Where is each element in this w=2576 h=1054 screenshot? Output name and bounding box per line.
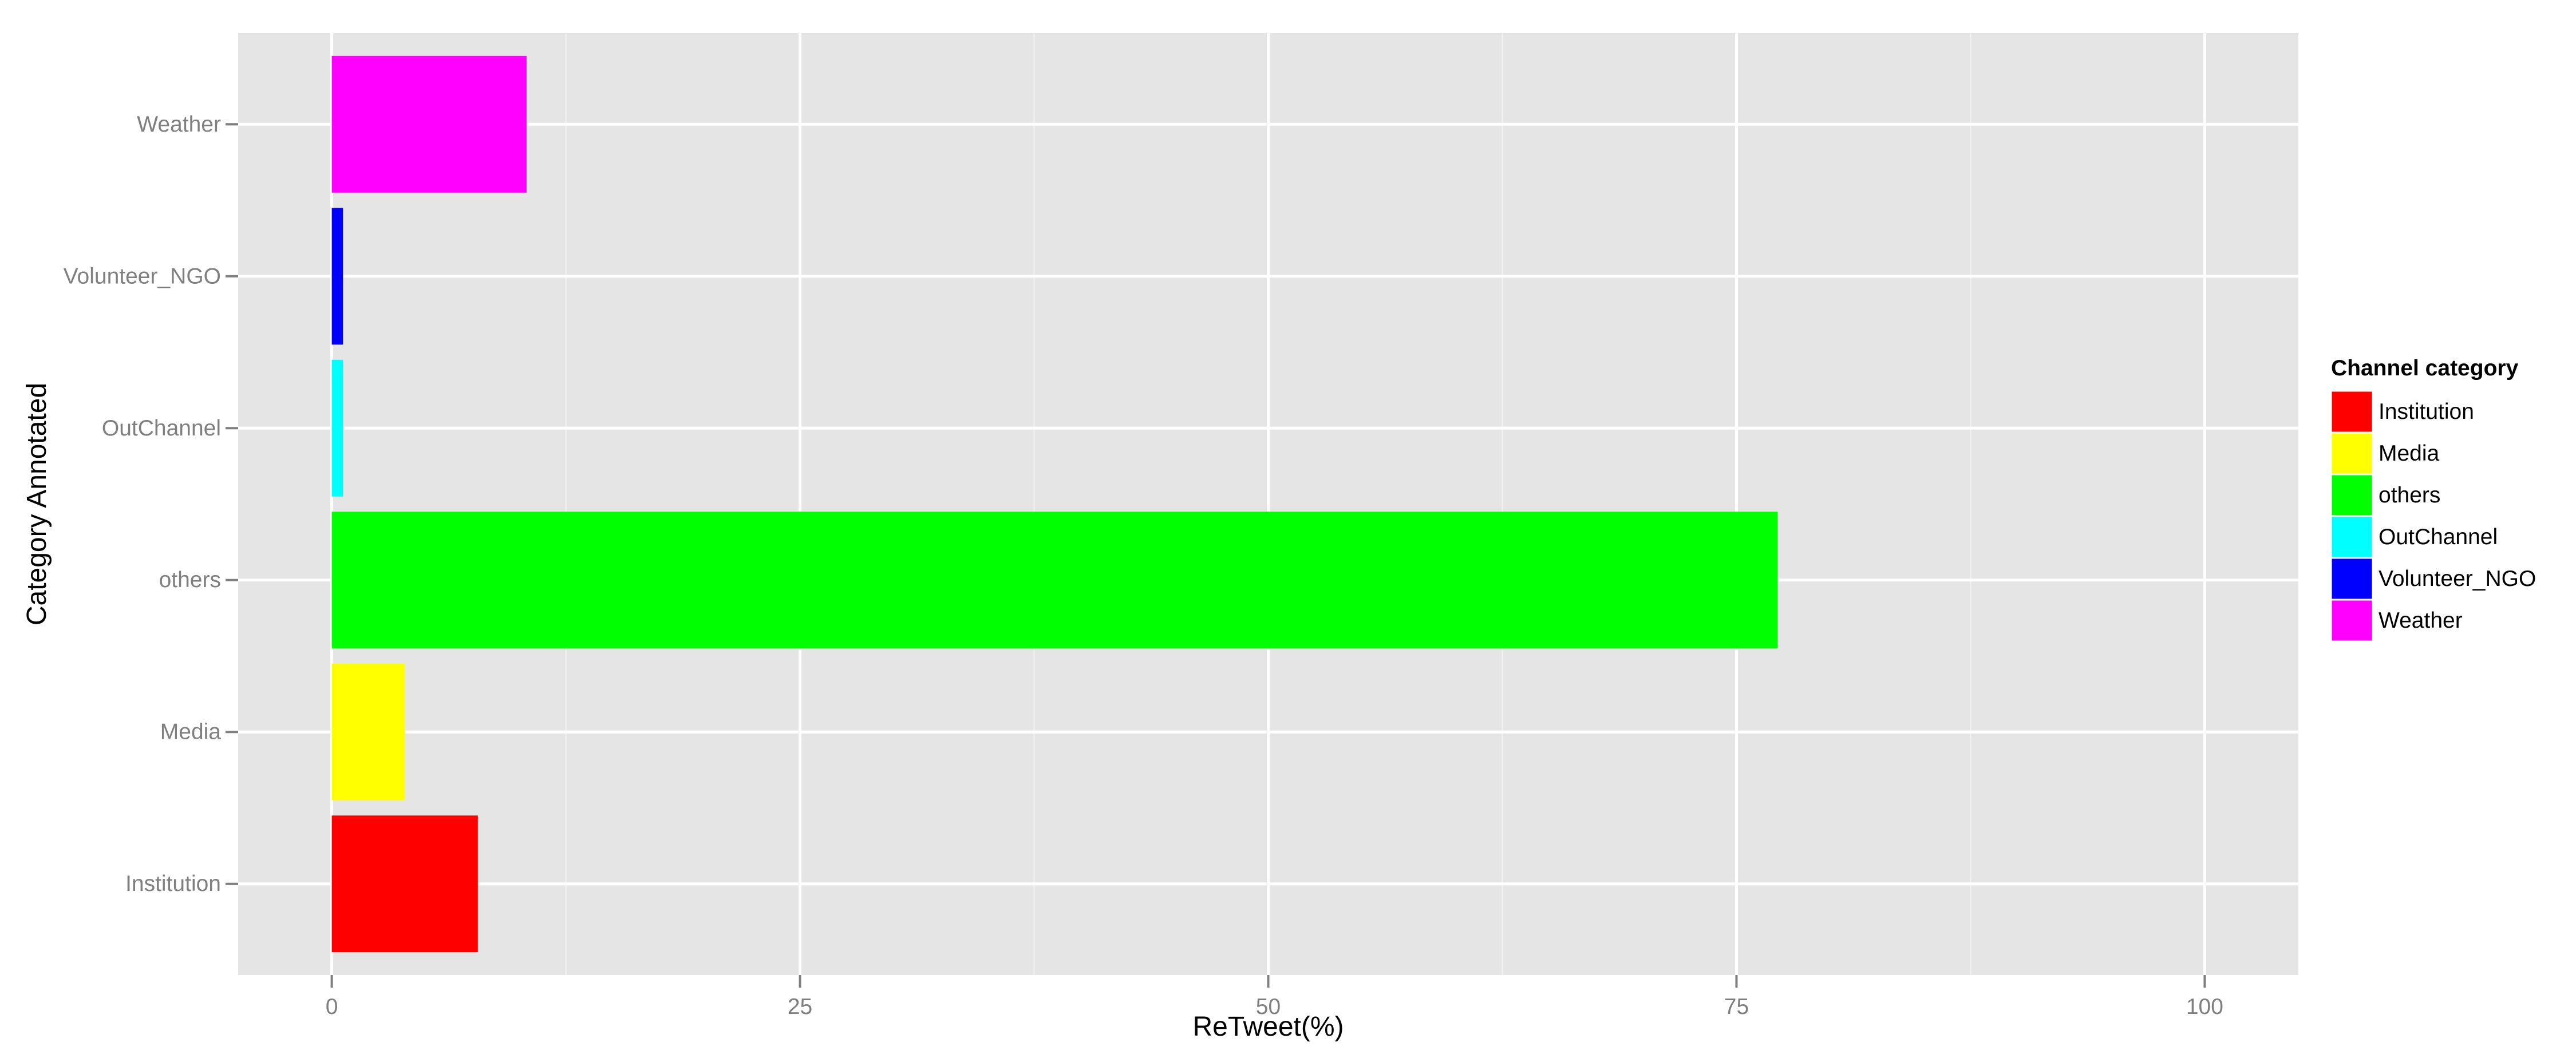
legend-label: OutChannel	[2379, 525, 2498, 549]
legend-key	[2330, 390, 2374, 434]
x-tick-label: 0	[326, 994, 338, 1019]
y-tick-label: OutChannel	[102, 416, 221, 441]
legend-label: Institution	[2379, 399, 2474, 424]
y-tick-label: Weather	[137, 112, 221, 137]
x-axis-title: ReTweet(%)	[1192, 1012, 1344, 1042]
legend-key	[2330, 599, 2374, 643]
legend-key	[2330, 515, 2374, 559]
legend-label: Media	[2379, 441, 2440, 466]
legend-label: others	[2379, 483, 2440, 508]
bar-outchannel	[331, 359, 343, 497]
legend-key	[2330, 557, 2374, 601]
legend-key	[2330, 431, 2374, 476]
x-tick-label: 100	[2186, 994, 2223, 1019]
legend-title: Channel category	[2331, 356, 2519, 381]
bar-media	[331, 663, 405, 801]
x-tick-label: 50	[1256, 994, 1281, 1019]
y-axis-title: Category Annotated	[22, 383, 52, 625]
y-tick-label: Institution	[125, 871, 221, 896]
y-tick-label: Media	[160, 720, 222, 744]
bar-weather	[331, 56, 527, 193]
x-tick-label: 25	[788, 994, 812, 1019]
bar-institution	[331, 815, 478, 953]
y-tick-label: others	[159, 568, 221, 592]
legend-label: Volunteer_NGO	[2379, 566, 2536, 591]
bar-volunteer-ngo	[331, 208, 343, 345]
legend-label: Weather	[2379, 608, 2463, 633]
y-tick-label: Volunteer_NGO	[64, 264, 221, 288]
legend-key	[2330, 473, 2374, 517]
bar-others	[331, 512, 1778, 649]
x-tick-label: 75	[1724, 994, 1749, 1019]
